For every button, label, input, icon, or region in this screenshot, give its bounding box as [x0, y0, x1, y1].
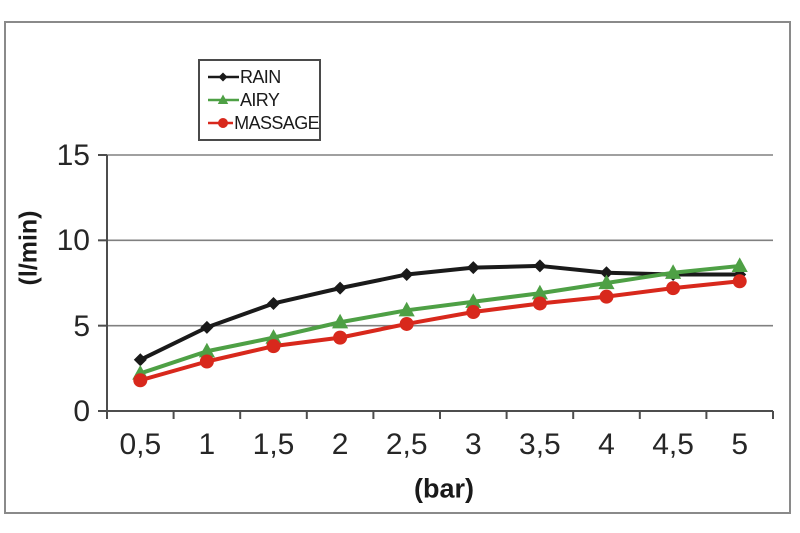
triangle-marker	[531, 284, 548, 300]
diamond-marker	[333, 281, 347, 295]
rain-diamond-marker-icon	[208, 72, 239, 82]
legend-item-airy: AIRY	[208, 91, 319, 109]
circle-marker	[266, 339, 281, 354]
triangle-marker	[465, 293, 482, 308]
x-tick-label: 1	[198, 428, 216, 461]
x-tick-label: 4,5	[652, 428, 694, 461]
massage-circle-marker-icon	[208, 118, 234, 128]
diamond-marker	[133, 353, 147, 367]
legend-label-airy: AIRY	[240, 90, 280, 110]
circle-marker	[199, 354, 214, 369]
x-tick-label: 2,5	[385, 428, 428, 461]
x-tick-label: 3	[464, 428, 482, 461]
x-tick-label: 3,5	[519, 428, 561, 461]
triangle-marker	[665, 264, 682, 279]
diamond-marker	[466, 261, 480, 275]
y-tick-label: 10	[56, 224, 90, 258]
triangle-marker	[332, 313, 349, 329]
series-line	[139, 263, 740, 376]
circle-marker	[532, 296, 547, 311]
triangle-marker	[198, 342, 215, 358]
x-tick-label: 0,5	[119, 428, 162, 461]
circle-marker	[732, 274, 747, 289]
diamond-marker	[400, 267, 414, 281]
triangle-marker	[398, 301, 415, 317]
legend-item-massage: MASSAGE	[208, 113, 320, 133]
series-massage	[133, 274, 747, 388]
diamond-marker	[600, 266, 613, 280]
triangle-marker	[217, 94, 229, 104]
x-tick-label: 2	[331, 428, 349, 461]
series-line	[139, 279, 740, 383]
diamond-marker	[267, 296, 280, 310]
y-tick-label: 0	[73, 395, 90, 428]
y-tick-label: 5	[73, 309, 90, 343]
legend-item-rain: RAIN	[208, 68, 319, 86]
legend: RAIN AIRY MASSAGE	[198, 59, 321, 141]
x-tick-label: 4	[598, 428, 615, 461]
triangle-marker	[265, 329, 282, 344]
x-axis-title: (bar)	[414, 473, 474, 504]
legend-label-massage: MASSAGE	[234, 113, 319, 133]
circle-marker	[333, 330, 348, 345]
circle-marker	[466, 305, 481, 320]
diamond-marker	[533, 259, 547, 273]
series-airy	[132, 257, 748, 380]
diamond-marker	[218, 72, 228, 82]
diamond-marker	[200, 320, 214, 334]
circle-marker	[399, 316, 414, 331]
chart-frame	[4, 21, 791, 514]
airy-triangle-marker-icon	[208, 94, 239, 104]
circle-marker	[133, 373, 148, 388]
circle-marker	[218, 118, 228, 128]
x-tick-label: 1,5	[252, 428, 295, 461]
circle-marker	[599, 289, 614, 304]
series-line	[139, 263, 740, 362]
y-tick-label: 15	[56, 139, 90, 172]
circle-marker	[666, 281, 681, 296]
triangle-marker	[598, 274, 615, 290]
triangle-marker	[731, 257, 748, 273]
legend-label-rain: RAIN	[240, 67, 281, 87]
x-tick-label: 5	[731, 428, 749, 461]
